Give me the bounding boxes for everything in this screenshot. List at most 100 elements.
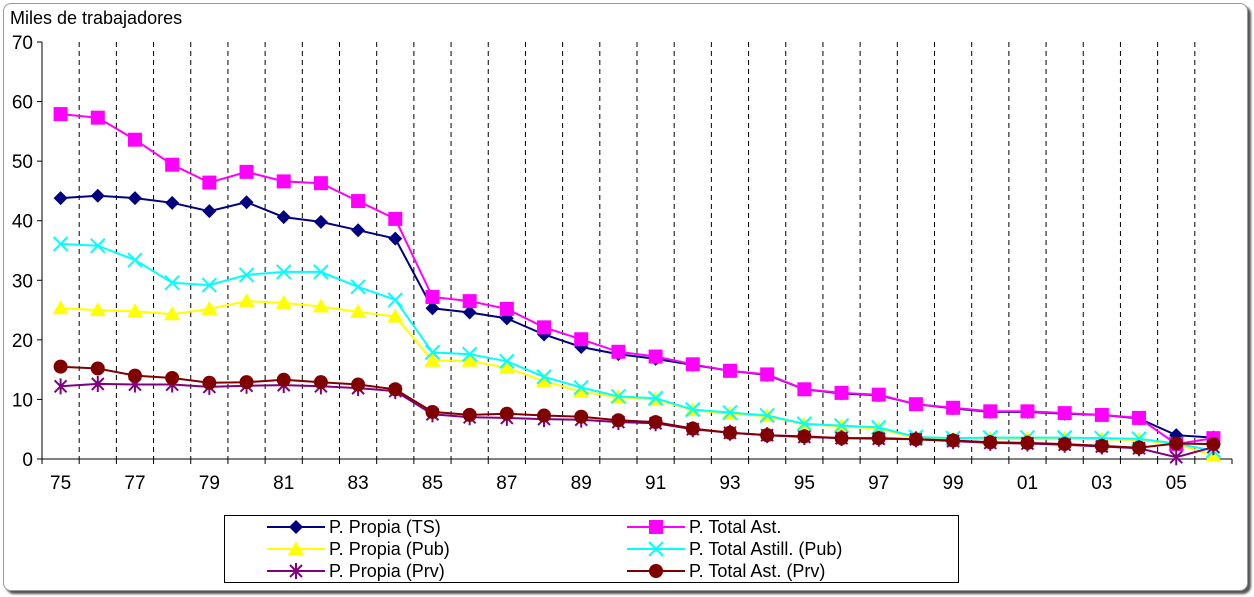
data-point (201, 300, 218, 315)
data-point (536, 369, 552, 385)
data-point (350, 303, 367, 318)
y-axis-unit-label: Miles de trabajadores (10, 8, 182, 28)
data-point (759, 407, 775, 424)
data-point (1169, 449, 1183, 466)
data-point (313, 375, 328, 390)
data-point (1057, 437, 1072, 452)
x-tick-label: 97 (868, 473, 889, 494)
data-point (797, 382, 812, 397)
legend-item: P. Total Ast. (625, 516, 781, 538)
data-point (127, 132, 142, 147)
data-point (388, 211, 403, 226)
legend-swatch (267, 541, 325, 555)
data-point (164, 306, 181, 321)
legend-label: P. Total Ast. (689, 516, 782, 537)
data-point (276, 174, 291, 189)
data-point (1206, 437, 1221, 452)
data-point (833, 417, 850, 434)
data-point (90, 188, 105, 203)
legend-swatch-marker (649, 520, 663, 534)
data-point (53, 378, 68, 395)
x-tick-label: 05 (1166, 473, 1187, 494)
data-point (499, 301, 514, 316)
y-tick-label: 0 (22, 450, 33, 471)
data-point (388, 382, 403, 397)
x-tick-label: 79 (199, 473, 220, 494)
data-point (834, 431, 849, 446)
data-point (90, 238, 106, 254)
data-point (574, 332, 589, 347)
data-point (499, 406, 514, 421)
data-point (1169, 436, 1184, 451)
data-point (760, 428, 775, 443)
legend-label: P. Total Ast. (Prv) (689, 560, 826, 581)
legend-item: P. Total Astill. (Pub) (625, 538, 842, 560)
data-point (462, 305, 477, 320)
data-point (871, 431, 886, 446)
data-point (53, 191, 68, 206)
legend-swatch-marker (288, 541, 304, 555)
data-point (387, 308, 404, 323)
data-point (126, 303, 143, 318)
legend-label: P. Propia (TS) (329, 516, 441, 537)
data-point (908, 432, 923, 447)
data-point (275, 294, 292, 309)
data-point (91, 375, 105, 392)
legend-swatch-marker (648, 541, 664, 557)
legend-item: P. Total Ast. (Prv) (625, 560, 825, 582)
y-tick-label: 30 (12, 271, 33, 292)
data-point (1020, 404, 1035, 419)
data-point (796, 416, 813, 432)
data-point (127, 252, 143, 268)
data-point (165, 195, 180, 210)
data-point (164, 274, 180, 291)
x-tick-label: 93 (719, 473, 740, 494)
data-point (1132, 440, 1147, 455)
data-point (573, 379, 589, 396)
data-point (425, 301, 440, 316)
legend-swatch (267, 520, 325, 534)
data-point (499, 353, 515, 370)
legend: P. Propia (TS) P. Total Ast. P. Propia (Pu… (224, 515, 959, 583)
x-tick-label: 03 (1091, 473, 1112, 494)
data-point (313, 176, 328, 191)
data-point (722, 363, 737, 378)
data-point (53, 107, 68, 122)
legend-swatch (627, 564, 685, 578)
data-point (388, 231, 403, 246)
legend-item: P. Propia (Prv) (265, 560, 445, 582)
data-point (1132, 410, 1147, 425)
data-point (165, 370, 180, 385)
series-layer (52, 107, 1222, 466)
data-point (52, 236, 69, 252)
legend-swatch-marker (289, 563, 303, 579)
data-point (90, 361, 105, 376)
data-point (834, 385, 849, 400)
data-point (53, 359, 68, 374)
data-point (239, 195, 254, 210)
data-point (1094, 407, 1109, 422)
x-tick-label: 01 (1017, 473, 1038, 494)
series-2 (53, 107, 1221, 452)
data-point (239, 164, 254, 179)
data-point (127, 368, 142, 383)
data-point (424, 344, 441, 361)
data-point (276, 264, 292, 280)
data-point (424, 352, 441, 367)
x-tick-label: 87 (496, 473, 517, 494)
data-point (1094, 438, 1109, 453)
legend-swatch-marker (649, 564, 663, 578)
data-point (1057, 406, 1072, 421)
data-point (238, 293, 255, 308)
data-point (498, 359, 515, 374)
legend-swatch-marker (289, 520, 303, 534)
x-tick-label: 99 (943, 473, 964, 494)
series-line (60, 242, 1214, 452)
data-point (351, 223, 366, 238)
data-point (350, 279, 366, 295)
x-tick-label: 83 (348, 473, 369, 494)
data-point (536, 372, 553, 387)
x-tick-label: 77 (124, 473, 145, 494)
